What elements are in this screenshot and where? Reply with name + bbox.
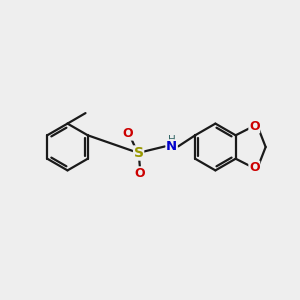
Text: O: O — [123, 127, 134, 140]
Text: H: H — [168, 135, 176, 145]
Text: S: S — [134, 146, 144, 160]
Text: O: O — [249, 161, 260, 174]
Text: O: O — [135, 167, 146, 180]
Text: O: O — [249, 120, 260, 133]
Text: N: N — [166, 140, 177, 153]
